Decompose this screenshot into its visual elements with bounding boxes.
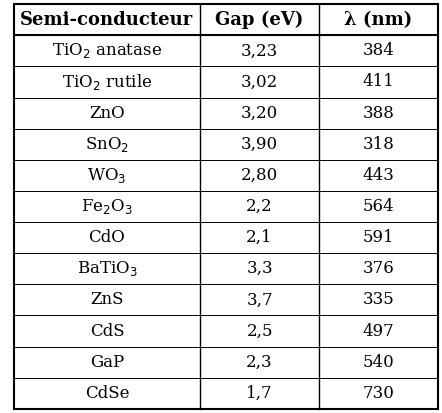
Text: ZnO: ZnO bbox=[89, 104, 125, 121]
Text: 376: 376 bbox=[362, 260, 394, 277]
Text: 591: 591 bbox=[362, 229, 394, 246]
Text: 3,20: 3,20 bbox=[241, 104, 278, 121]
Text: CdO: CdO bbox=[88, 229, 126, 246]
Text: 3,7: 3,7 bbox=[246, 292, 273, 309]
Text: TiO$_2$ anatase: TiO$_2$ anatase bbox=[52, 41, 162, 60]
Text: GaP: GaP bbox=[90, 354, 124, 371]
Text: 564: 564 bbox=[362, 198, 394, 215]
Text: BaTiO$_3$: BaTiO$_3$ bbox=[76, 259, 137, 278]
Text: TiO$_2$ rutile: TiO$_2$ rutile bbox=[62, 72, 152, 92]
Text: λ (nm): λ (nm) bbox=[344, 11, 412, 28]
Text: Semi-conducteur: Semi-conducteur bbox=[20, 11, 194, 28]
Text: 443: 443 bbox=[362, 167, 394, 184]
Text: Gap (eV): Gap (eV) bbox=[215, 11, 304, 29]
Text: 540: 540 bbox=[362, 354, 394, 371]
Text: 1,7: 1,7 bbox=[246, 385, 273, 402]
Text: 335: 335 bbox=[362, 292, 394, 309]
Text: SnO$_2$: SnO$_2$ bbox=[85, 135, 129, 154]
Text: CdS: CdS bbox=[90, 323, 124, 339]
Text: 318: 318 bbox=[362, 136, 394, 153]
Text: 3,23: 3,23 bbox=[241, 42, 278, 59]
Text: 730: 730 bbox=[362, 385, 394, 402]
Text: 411: 411 bbox=[362, 74, 394, 90]
Text: 2,2: 2,2 bbox=[246, 198, 273, 215]
Text: WO$_3$: WO$_3$ bbox=[87, 166, 127, 185]
Text: Fe$_2$O$_3$: Fe$_2$O$_3$ bbox=[81, 197, 133, 216]
Text: 2,80: 2,80 bbox=[241, 167, 278, 184]
Text: 2,1: 2,1 bbox=[246, 229, 273, 246]
Text: CdSe: CdSe bbox=[85, 385, 129, 402]
Text: 3,3: 3,3 bbox=[246, 260, 273, 277]
Text: 3,90: 3,90 bbox=[241, 136, 278, 153]
Text: 497: 497 bbox=[362, 323, 394, 339]
Text: 2,3: 2,3 bbox=[246, 354, 273, 371]
Text: ZnS: ZnS bbox=[90, 292, 124, 309]
Text: 384: 384 bbox=[362, 42, 394, 59]
Text: 2,5: 2,5 bbox=[246, 323, 273, 339]
Text: 388: 388 bbox=[362, 104, 394, 121]
Text: 3,02: 3,02 bbox=[241, 74, 278, 90]
